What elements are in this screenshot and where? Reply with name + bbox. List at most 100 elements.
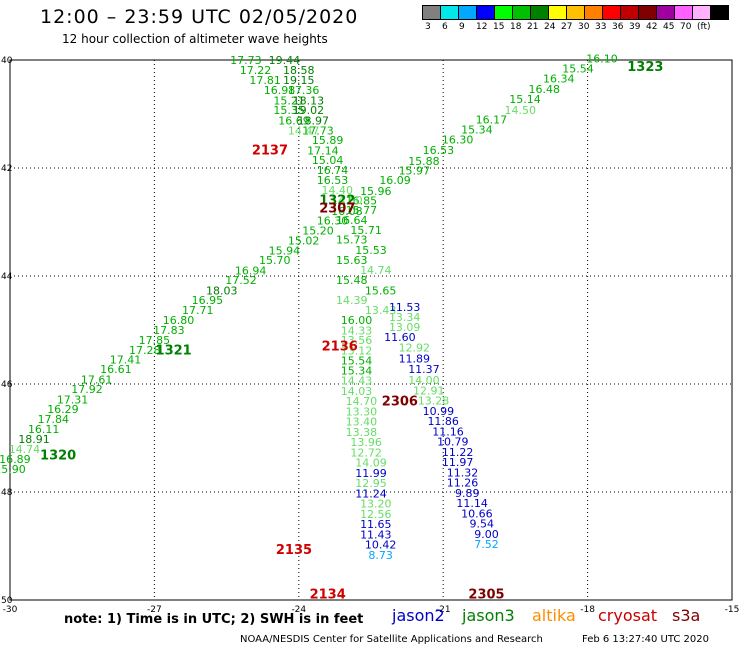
wave-height-value: 15.89	[312, 134, 344, 147]
wave-height-value: 12.56	[360, 508, 392, 521]
wave-height-value: 11.53	[389, 301, 421, 314]
wave-height-value: 16.00	[341, 314, 373, 327]
wave-height-value: 16.48	[529, 83, 561, 96]
pass-id-label: 1323	[627, 60, 663, 75]
wave-height-value: 10.42	[365, 539, 397, 552]
wave-height-value: 14.70	[346, 395, 378, 408]
legend-label: (ft)	[697, 22, 711, 32]
y-tick-label: 44	[1, 272, 13, 282]
legend-jason3: jason3	[462, 606, 515, 625]
wave-height-value: 16.08	[331, 205, 363, 218]
pass-id-label: 1320	[40, 449, 76, 464]
legend-label: 30	[578, 22, 590, 32]
wave-height-value: 17.71	[182, 304, 214, 317]
wave-height-value: 12.92	[399, 342, 431, 355]
wave-height-value: 16.10	[586, 53, 618, 66]
wave-height-value: 7.52	[474, 538, 499, 551]
wave-height-value: 17.28	[129, 344, 161, 357]
wave-height-value: 11.97	[442, 456, 474, 469]
wave-height-value: 18.58	[283, 64, 315, 77]
wave-height-value: 8.73	[368, 549, 393, 562]
wave-height-value: 11.26	[447, 477, 479, 490]
wave-height-value: 15.88	[408, 155, 440, 168]
wave-height-value: 14.39	[336, 294, 368, 307]
pass-id-label: 2306	[382, 395, 418, 410]
credit-text: NOAA/NESDIS Center for Satellite Applica…	[240, 634, 543, 645]
wave-height-value: 15.20	[302, 224, 334, 237]
wave-height-value: 16.94	[235, 264, 267, 277]
wave-height-value: 13.56	[341, 334, 373, 347]
wave-height-value: 12.91	[413, 384, 445, 397]
wave-height-value: 9.89	[455, 487, 480, 500]
legend-label: 42	[646, 22, 658, 32]
wave-height-value: 16.74	[317, 164, 349, 177]
wave-height-value: 16.34	[543, 73, 575, 86]
wave-height-value: 15.77	[346, 204, 378, 217]
x-tick-label: -30	[3, 605, 18, 615]
pass-id-label: 1321	[156, 343, 192, 358]
legend-jason2: jason2	[392, 606, 445, 625]
x-tick-label: -18	[580, 605, 595, 615]
wave-height-value: 11.24	[355, 487, 387, 500]
legend-label: 3	[425, 22, 431, 32]
wave-height-value: 14.40	[322, 184, 354, 197]
wave-height-value: 14.09	[355, 457, 387, 470]
wave-height-value: 15.53	[355, 244, 387, 257]
wave-height-value: 11.22	[442, 446, 474, 459]
timestamp-text: Feb 6 13:27:40 UTC 2020	[582, 634, 709, 645]
chart-title: 12:00 – 23:59 UTC 02/05/2020	[40, 6, 359, 28]
wave-height-value: 19.44	[269, 54, 301, 67]
footer-note: note: 1) Time is in UTC; 2) SWH is in fe…	[64, 612, 364, 627]
wave-height-value: 10.79	[437, 436, 469, 449]
wave-height-value: 18.97	[297, 114, 329, 127]
legend-label: 70	[680, 22, 692, 32]
pass-id-label: 2305	[468, 587, 504, 602]
y-tick-label: 48	[1, 488, 13, 498]
wave-height-value: 15.94	[269, 244, 301, 257]
legend-altika: altika	[532, 606, 576, 625]
legend-label: 6	[442, 22, 448, 32]
legend-cryosat: cryosat	[598, 606, 658, 625]
wave-height-value: 17.52	[225, 274, 257, 287]
y-tick-label: 46	[1, 380, 13, 390]
wave-height-value: 15.35	[273, 104, 305, 117]
wave-height-value: 13.96	[350, 436, 382, 449]
legend-label: 9	[459, 22, 465, 32]
wave-height-value: 16.98	[264, 84, 296, 97]
wave-height-value: 16.29	[47, 403, 79, 416]
wave-height-value: 15.02	[288, 235, 320, 248]
wave-height-value: 15.54	[341, 355, 373, 368]
wave-height-value: 12.72	[350, 446, 382, 459]
wave-height-value: 15.63	[336, 254, 368, 267]
wave-height-value: 15.54	[562, 62, 594, 75]
wave-height-value: 17.85	[139, 334, 171, 347]
wave-height-value: 17.81	[249, 74, 281, 87]
wave-height-value: 11.32	[447, 466, 479, 479]
y-tick-label: 42	[1, 164, 12, 174]
wave-height-value: 17.61	[81, 373, 113, 386]
wave-height-value: 15.48	[336, 274, 368, 287]
wave-height-value: 9.00	[474, 528, 499, 541]
wave-height-value: 15.97	[399, 164, 431, 177]
wave-height-value: 16.53	[423, 144, 455, 157]
wave-height-value: 19.15	[283, 74, 315, 87]
wave-height-value: 16.89	[0, 453, 31, 466]
wave-height-value: 10.66	[461, 507, 493, 520]
wave-height-value: 15.34	[341, 364, 373, 377]
legend-label: 27	[561, 22, 573, 32]
wave-height-value: 11.37	[408, 363, 440, 376]
wave-height-value: 17.14	[307, 145, 339, 158]
wave-height-value: 17.73	[302, 125, 334, 138]
wave-height-value: 15.70	[259, 254, 291, 267]
legend-label: 24	[544, 22, 556, 32]
wave-height-value: 17.36	[288, 84, 320, 97]
pass-id-label: 2137	[252, 144, 288, 159]
x-tick-label: -21	[436, 605, 451, 615]
wave-height-value: 11.16	[432, 425, 464, 438]
wave-height-value: 19.02	[293, 104, 325, 117]
x-tick-label: -15	[725, 605, 740, 615]
wave-height-value: 14.33	[341, 324, 373, 337]
legend-label: 12	[476, 22, 488, 32]
wave-height-value: 14.43	[341, 375, 373, 388]
pass-id-label: 2307	[319, 201, 355, 216]
